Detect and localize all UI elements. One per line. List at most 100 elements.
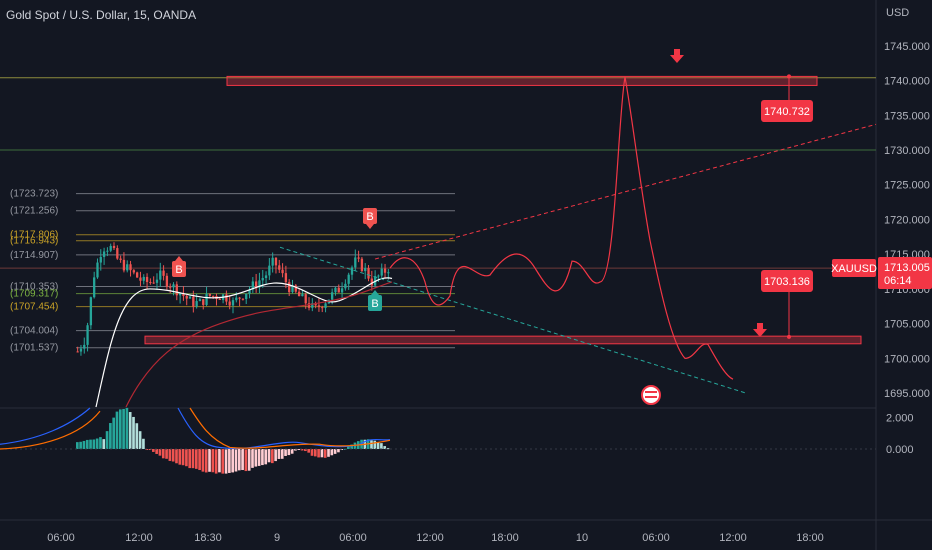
candle-body	[281, 269, 284, 274]
callout-anchor	[787, 334, 791, 339]
time-tick: 10	[576, 532, 588, 544]
candle-body	[268, 265, 271, 276]
candle-body	[278, 265, 281, 270]
down-arrow-icon	[753, 323, 767, 337]
histogram-bar	[257, 449, 261, 466]
histogram-bar	[185, 449, 188, 467]
histogram-bar	[89, 439, 92, 450]
candle-body	[380, 268, 383, 276]
candle-body	[291, 285, 294, 293]
histogram-bar	[333, 449, 337, 454]
histogram-bar	[99, 437, 102, 450]
histogram-bar	[254, 449, 258, 467]
histogram-bar	[79, 441, 82, 450]
candle-body	[112, 245, 116, 249]
candle-body	[258, 280, 261, 288]
histogram-bar	[105, 431, 109, 450]
histogram-bar	[264, 449, 268, 465]
axes: USD 1745.000 1740.000 1735.000 1730.000 1725.…	[47, 7, 930, 544]
candle-body	[383, 268, 387, 273]
price-tick: 1700.000	[884, 353, 930, 365]
candle-body	[212, 295, 215, 297]
histogram-bar	[284, 449, 287, 456]
candle-body	[116, 248, 119, 259]
histogram-bar	[294, 449, 297, 451]
candle-body	[317, 305, 321, 308]
candle-body	[202, 299, 205, 305]
histogram-bar	[280, 449, 284, 459]
histogram-bar	[135, 423, 139, 450]
histogram-bar	[188, 449, 192, 469]
histogram-bar	[122, 408, 125, 450]
histogram-bar	[208, 449, 211, 472]
histogram-bar	[175, 449, 178, 464]
fib-label: (1709.317)	[10, 289, 58, 300]
candle-body	[93, 277, 96, 298]
flag-stripe	[645, 396, 657, 398]
histogram-bar	[218, 449, 221, 473]
candle-body	[142, 276, 145, 281]
histogram-bar	[109, 423, 112, 450]
candle-body	[162, 270, 165, 276]
ma-slow	[125, 281, 393, 408]
candle-body	[185, 295, 188, 299]
histogram-bar	[290, 449, 294, 454]
candle-body	[96, 262, 99, 278]
time-tick: 9	[274, 532, 280, 544]
histogram-bar	[221, 449, 225, 474]
candle-body	[294, 285, 297, 292]
signal-line	[0, 407, 391, 450]
candle-body	[357, 257, 360, 259]
candle-body	[126, 264, 129, 271]
candle-body	[377, 275, 380, 277]
candle-body	[324, 303, 327, 309]
histogram-bar	[214, 449, 218, 474]
zone-upper	[226, 75, 818, 86]
moving-averages	[95, 277, 393, 408]
histogram-bar	[327, 449, 330, 457]
oscillator-pane	[0, 407, 876, 474]
histogram-bar	[138, 431, 142, 450]
price-tick: 1740.000	[884, 76, 930, 88]
candle-body	[370, 278, 373, 286]
chart-title: Gold Spot / U.S. Dollar, 15, OANDA	[6, 8, 197, 22]
callout-label: 1740.732	[764, 106, 810, 118]
candle-body	[241, 298, 245, 300]
candle-body	[337, 287, 340, 293]
histogram-bar	[277, 449, 281, 459]
last-price-tag	[878, 257, 932, 290]
candle-body	[288, 282, 291, 293]
candle-body	[264, 275, 268, 279]
down-arrow-icon	[670, 49, 684, 63]
callout-anchor	[787, 74, 791, 79]
candle-body	[331, 292, 334, 300]
histogram-bar	[347, 445, 350, 450]
candle-body	[238, 297, 241, 299]
histogram-bar	[297, 449, 301, 451]
price-tick: 1695.000	[884, 388, 930, 400]
time-tick: 12:00	[125, 532, 153, 544]
histogram-bar	[241, 449, 244, 471]
symbol-label: XAUUSD	[831, 263, 877, 275]
histogram-bar	[300, 449, 304, 451]
candle-body	[228, 301, 231, 306]
candle-body	[334, 287, 337, 293]
signal-pointer	[366, 224, 374, 229]
price-zones[interactable]: 1740.732 1703.136	[144, 49, 862, 345]
fib-label: (1721.256)	[10, 206, 58, 217]
candle-body	[188, 296, 192, 299]
candle-body	[208, 293, 212, 296]
candle-body	[231, 300, 235, 306]
candle-body	[301, 294, 304, 297]
candle-body	[364, 267, 367, 272]
signal-sell-badge	[172, 261, 186, 277]
signal-label: B	[371, 298, 378, 310]
projection[interactable]	[279, 76, 877, 394]
candle-body	[79, 348, 83, 352]
histogram-bar	[380, 443, 383, 450]
histogram-bar	[267, 449, 271, 463]
fib-label: (1717.806)	[10, 230, 58, 241]
flag-stripe	[645, 391, 657, 393]
candle-body	[321, 307, 324, 309]
